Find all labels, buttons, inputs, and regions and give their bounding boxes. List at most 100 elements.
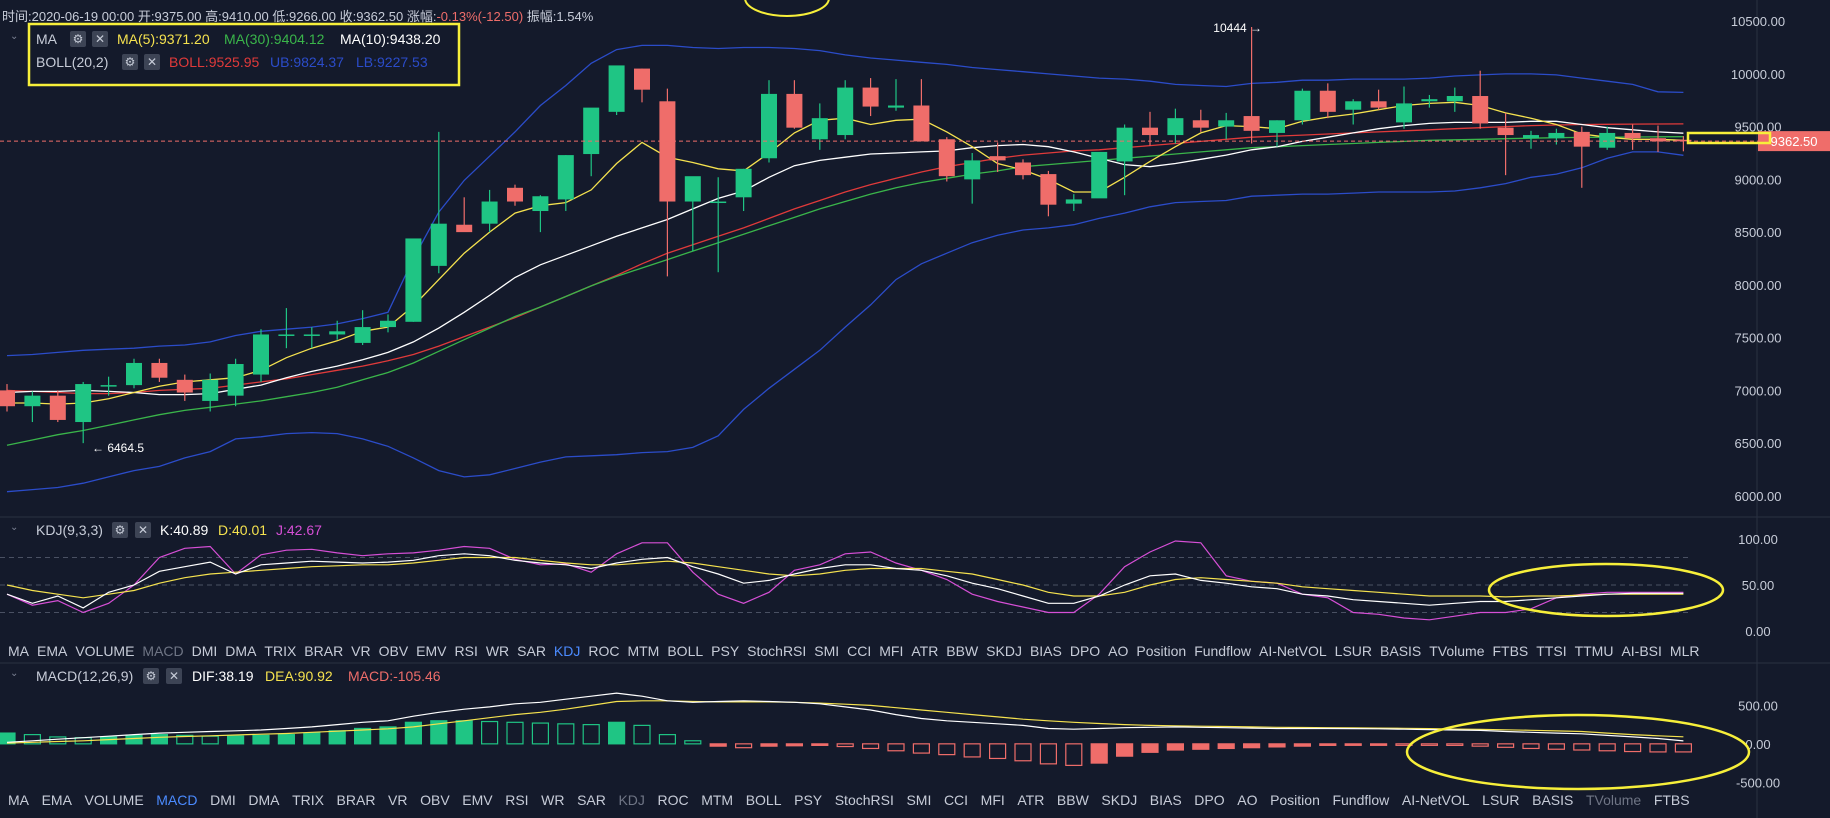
tab-dmi[interactable]: DMI <box>210 792 236 808</box>
tab-psy[interactable]: PSY <box>794 792 823 808</box>
macd-histogram-bar <box>1065 743 1083 766</box>
candle-body <box>735 168 752 198</box>
candle-body <box>761 93 777 159</box>
candle-body <box>1472 96 1489 124</box>
tab-obv[interactable]: OBV <box>420 792 450 808</box>
collapse-icon[interactable]: ⌄ <box>10 522 19 533</box>
tab-macd[interactable]: MACD <box>142 643 184 659</box>
tab-skdj[interactable]: SKDJ <box>986 643 1022 659</box>
tab-ai-netvol[interactable]: AI-NetVOL <box>1401 792 1470 808</box>
tab-basis[interactable]: BASIS <box>1380 643 1422 659</box>
tab-tvolume[interactable]: TVolume <box>1585 792 1642 808</box>
tab-dma[interactable]: DMA <box>248 792 280 808</box>
tab-ema[interactable]: EMA <box>41 792 72 808</box>
tab-boll[interactable]: BOLL <box>745 792 782 808</box>
tab-vr[interactable]: VR <box>351 643 371 659</box>
tab-cci[interactable]: CCI <box>943 792 969 808</box>
tab-sar[interactable]: SAR <box>517 643 546 659</box>
tab-stochrsi[interactable]: StochRSI <box>747 643 807 659</box>
tab-mtm[interactable]: MTM <box>701 792 734 808</box>
tab-brar[interactable]: BRAR <box>336 792 376 808</box>
tab-volume[interactable]: VOLUME <box>75 643 135 659</box>
tab-ftbs[interactable]: FTBS <box>1653 792 1690 808</box>
close-icon[interactable]: ✕ <box>92 31 108 47</box>
close-icon[interactable]: ✕ <box>166 668 182 684</box>
candle-body <box>1624 132 1641 139</box>
tab-vr[interactable]: VR <box>388 792 408 808</box>
tab-skdj[interactable]: SKDJ <box>1101 792 1138 808</box>
tab-fundflow[interactable]: Fundflow <box>1194 643 1251 659</box>
collapse-icon[interactable]: ⌄ <box>10 31 19 42</box>
tab-trix[interactable]: TRIX <box>264 643 297 659</box>
tab-lsur[interactable]: LSUR <box>1482 792 1520 808</box>
tab-rsi[interactable]: RSI <box>505 792 529 808</box>
tab-dpo[interactable]: DPO <box>1069 643 1101 659</box>
amplitude-label: 振幅:1.54% <box>526 9 594 24</box>
gear-icon[interactable]: ⚙ <box>70 31 86 47</box>
tab-wr[interactable]: WR <box>485 643 510 659</box>
tab-dma[interactable]: DMA <box>225 643 257 659</box>
tab-ai-netvol[interactable]: AI-NetVOL <box>1258 643 1327 659</box>
tab-bias[interactable]: BIAS <box>1029 643 1062 659</box>
close-icon[interactable]: ✕ <box>135 522 151 538</box>
tab-bbw[interactable]: BBW <box>946 643 979 659</box>
tab-emv[interactable]: EMV <box>462 792 493 808</box>
tab-kdj[interactable]: KDJ <box>553 643 581 659</box>
tab-bias[interactable]: BIAS <box>1149 792 1182 808</box>
annotation-ellipse-kdj <box>1487 562 1725 618</box>
close-icon[interactable]: ✕ <box>144 54 160 70</box>
tab-basis[interactable]: BASIS <box>1532 792 1574 808</box>
tab-fundflow[interactable]: Fundflow <box>1332 792 1390 808</box>
tab-atr[interactable]: ATR <box>911 643 939 659</box>
tab-ema[interactable]: EMA <box>36 643 68 659</box>
tab-emv[interactable]: EMV <box>416 643 447 659</box>
candle-body <box>354 327 371 343</box>
tab-dpo[interactable]: DPO <box>1194 792 1225 808</box>
tab-dmi[interactable]: DMI <box>191 643 218 659</box>
tab-psy[interactable]: PSY <box>711 643 740 659</box>
tab-smi[interactable]: SMI <box>814 643 840 659</box>
tab-stochrsi[interactable]: StochRSI <box>834 792 894 808</box>
tab-mfi[interactable]: MFI <box>879 643 904 659</box>
tab-roc[interactable]: ROC <box>657 792 689 808</box>
tab-rsi[interactable]: RSI <box>454 643 478 659</box>
tab-ma[interactable]: MA <box>8 792 29 808</box>
current-price-tag <box>1758 131 1830 152</box>
tab-position[interactable]: Position <box>1270 792 1320 808</box>
gear-icon[interactable]: ⚙ <box>143 668 159 684</box>
tab-volume[interactable]: VOLUME <box>84 792 144 808</box>
tab-roc[interactable]: ROC <box>588 643 620 659</box>
tab-ai-bsi[interactable]: AI-BSI <box>1621 643 1662 659</box>
tab-ttmu[interactable]: TTMU <box>1574 643 1614 659</box>
tab-ttsi[interactable]: TTSI <box>1536 643 1567 659</box>
tab-boll[interactable]: BOLL <box>667 643 704 659</box>
tab-wr[interactable]: WR <box>541 792 565 808</box>
gear-icon[interactable]: ⚙ <box>122 54 138 70</box>
macd-histogram-bar <box>912 743 931 754</box>
tab-macd[interactable]: MACD <box>156 792 198 808</box>
tab-smi[interactable]: SMI <box>906 792 932 808</box>
tab-brar[interactable]: BRAR <box>304 643 344 659</box>
tab-atr[interactable]: ATR <box>1017 792 1045 808</box>
tab-cci[interactable]: CCI <box>847 643 872 659</box>
tab-mtm[interactable]: MTM <box>627 643 660 659</box>
tab-mfi[interactable]: MFI <box>980 792 1005 808</box>
tab-sar[interactable]: SAR <box>577 792 606 808</box>
tab-lsur[interactable]: LSUR <box>1334 643 1373 659</box>
tab-ma[interactable]: MA <box>8 643 29 659</box>
gear-icon[interactable]: ⚙ <box>112 522 128 538</box>
collapse-icon[interactable]: ⌄ <box>10 668 19 679</box>
tab-ao[interactable]: AO <box>1108 643 1129 659</box>
tab-position[interactable]: Position <box>1136 643 1187 659</box>
tab-tvolume[interactable]: TVolume <box>1429 643 1485 659</box>
macd-histogram-bar <box>277 734 295 745</box>
tab-trix[interactable]: TRIX <box>292 792 324 808</box>
tab-obv[interactable]: OBV <box>378 643 409 659</box>
candle-body <box>1192 120 1209 128</box>
tab-kdj[interactable]: KDJ <box>618 792 645 808</box>
tab-bbw[interactable]: BBW <box>1056 792 1089 808</box>
tab-ao[interactable]: AO <box>1237 792 1258 808</box>
tab-ftbs[interactable]: FTBS <box>1492 643 1529 659</box>
tab-mlr[interactable]: MLR <box>1669 643 1700 659</box>
